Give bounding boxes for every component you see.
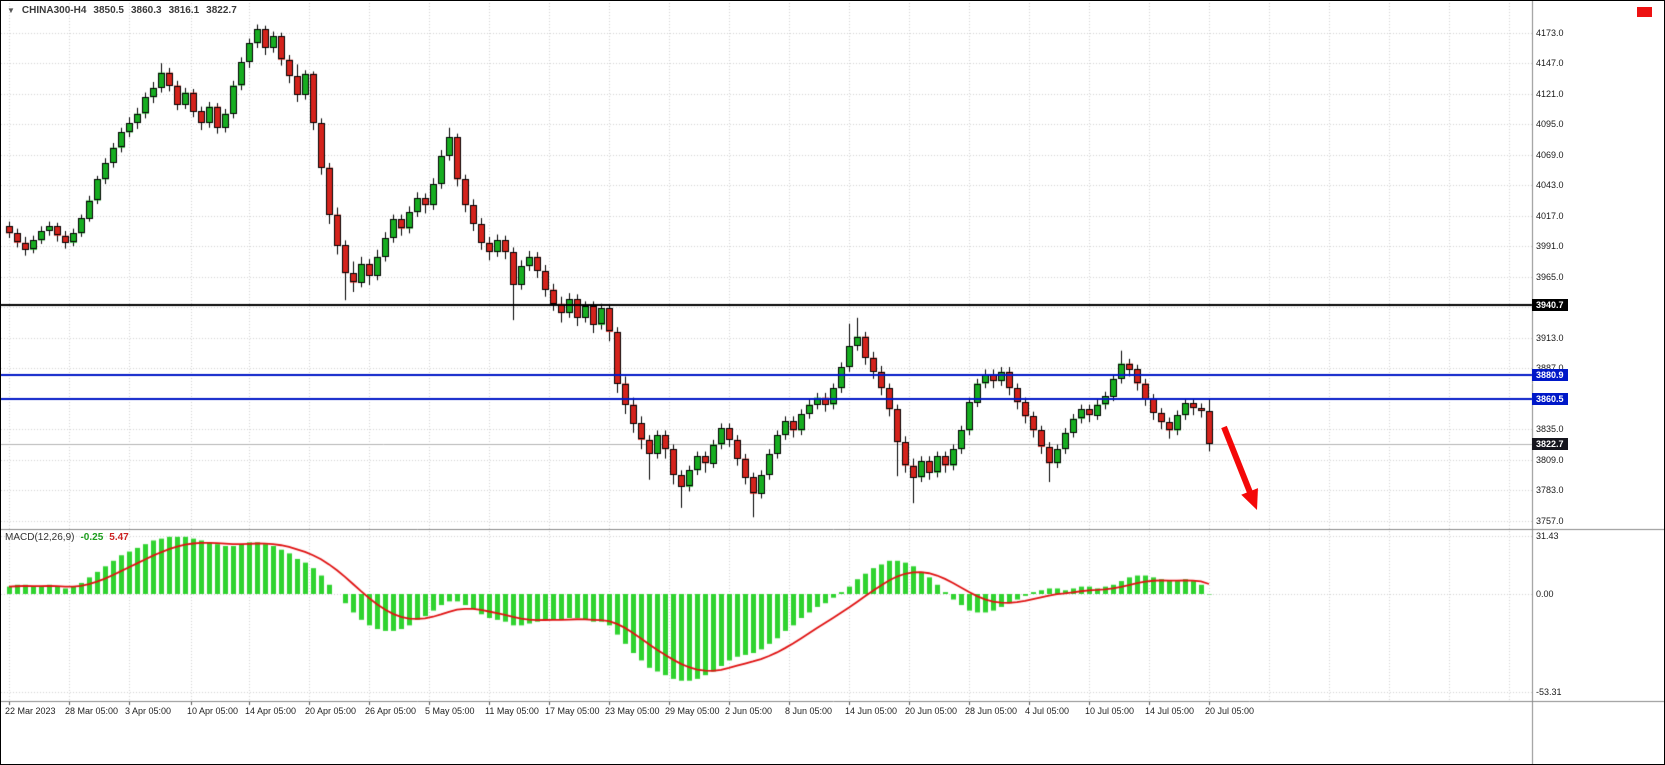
price-axis-label: 4017.0 (1536, 210, 1564, 221)
time-axis-label: 11 May 05:00 (485, 706, 539, 716)
time-axis-label: 20 Jul 05:00 (1205, 706, 1255, 716)
price-axis-label: 3887.0 (1536, 363, 1564, 374)
time-axis-label: 8 Jun 05:00 (785, 706, 833, 716)
price-axis-label: 3913.0 (1536, 332, 1564, 343)
time-axis-label: 20 Jun 05:00 (905, 706, 958, 716)
macd-axis-label: 31.43 (1536, 531, 1559, 541)
ohlc-low-value: 3816.1 (168, 5, 200, 16)
time-axis-label: 23 May 05:00 (605, 706, 660, 716)
price-axis-label: 4069.0 (1536, 149, 1564, 160)
symbol-dropdown-icon: ▼ (7, 6, 15, 15)
time-axis-label: 14 Jun 05:00 (845, 706, 898, 716)
time-axis-label: 28 Mar 05:00 (65, 706, 119, 716)
price-axis-label: 3783.0 (1536, 485, 1564, 496)
ohlc-open-value: 3850.5 (93, 5, 124, 16)
time-axis-label: 20 Apr 05:00 (305, 706, 357, 716)
price-badge: 3822.7 (1532, 437, 1568, 450)
time-axis-label: 26 Apr 05:00 (365, 706, 417, 716)
macd-name-label: MACD(12,26,9) (5, 532, 75, 543)
time-axis-label: 3 Apr 05:00 (125, 706, 172, 716)
price-axis-label: 4173.0 (1536, 27, 1564, 38)
price-axis-label: 4121.0 (1536, 88, 1564, 99)
price-axis-label: 4147.0 (1536, 58, 1564, 69)
price-badge: 3940.7 (1532, 299, 1568, 312)
macd-axis-label: -53.31 (1536, 687, 1562, 698)
time-axis[interactable]: 22 Mar 2023 28 Mar 05:00 3 Apr 05:00 10 Apr… (1, 701, 1664, 764)
price-axis-label: 3757.0 (1536, 515, 1564, 526)
ohlc-high-value: 3860.3 (130, 5, 162, 16)
macd-axis-label: 0.00 (1536, 589, 1554, 599)
price-axis-label: 3809.0 (1536, 454, 1564, 465)
time-axis-label: 14 Apr 05:00 (245, 706, 297, 716)
time-axis-label: 22 Mar 2023 (5, 706, 56, 716)
price-axis-label: 4095.0 (1536, 119, 1564, 130)
time-axis-label: 5 May 05:00 (425, 706, 475, 716)
symbol-timeframe-label: CHINA300-H4 (21, 5, 87, 16)
price-badge: 3860.5 (1532, 393, 1568, 406)
time-axis-label: 28 Jun 05:00 (965, 706, 1018, 716)
time-axis-label: 10 Apr 05:00 (187, 706, 239, 716)
price-axis-label: 3991.0 (1536, 241, 1564, 252)
price-axis-label: 4043.0 (1536, 180, 1564, 191)
time-axis-label: 10 Jul 05:00 (1085, 706, 1135, 716)
red-marker[interactable] (1637, 7, 1652, 17)
price-axis-label: 3835.0 (1536, 424, 1564, 435)
ohlc-close-value: 3822.7 (206, 5, 237, 16)
price-badge: 3880.9 (1532, 369, 1568, 382)
time-axis-label: 2 Jun 05:00 (725, 706, 773, 716)
price-axis-label: 3965.0 (1536, 271, 1564, 282)
chart-title-bar: ▼ CHINA300-H4 3850.5 3860.3 3816.1 3822.… (7, 5, 237, 16)
macd-signal-value: 5.47 (109, 532, 129, 543)
price-axis[interactable]: 4173.0 4147.0 4121.0 4095.0 4069.0 4043.0 4017… (1530, 1, 1664, 701)
macd-indicator-label: MACD(12,26,9) -0.25 5.47 (5, 532, 129, 543)
time-axis-label: 29 May 05:00 (665, 706, 720, 716)
macd-main-value: -0.25 (80, 532, 104, 543)
time-axis-label: 17 May 05:00 (545, 706, 600, 716)
time-axis-label: 14 Jul 05:00 (1145, 706, 1195, 716)
time-axis-label: 4 Jul 05:00 (1025, 706, 1070, 716)
